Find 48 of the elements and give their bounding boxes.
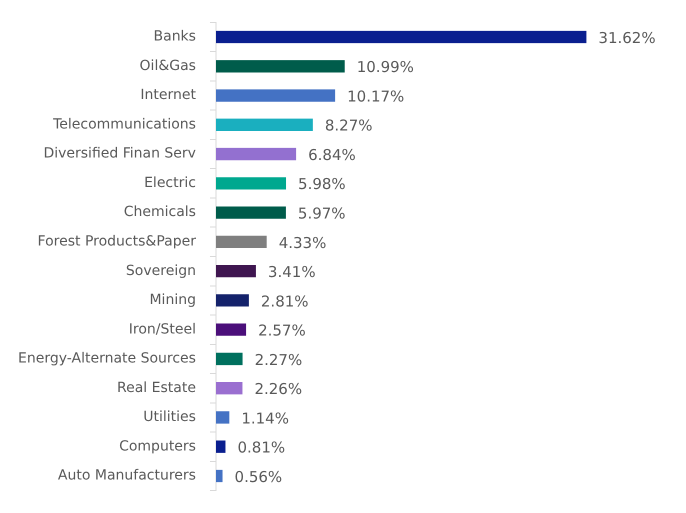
y-tick-label: Banks	[154, 28, 196, 45]
bar	[216, 294, 249, 307]
bar	[216, 30, 586, 44]
bar	[216, 236, 267, 248]
y-tick-label: Internet	[140, 87, 196, 104]
data-label: 2.26%	[254, 380, 302, 398]
y-tick-label: Chemicals	[124, 204, 196, 220]
bar	[216, 382, 242, 394]
data-label: 0.81%	[237, 438, 286, 457]
bar	[216, 118, 313, 131]
y-tick-label: Mining	[149, 292, 196, 308]
data-label: 10.99%	[356, 58, 414, 76]
data-label: 5.97%	[298, 204, 346, 222]
y-tick-label: Forest Products&Paper	[38, 234, 196, 250]
data-label: 5.98%	[298, 175, 346, 194]
data-label: 8.27%	[324, 116, 373, 135]
y-tick-label: Telecommunications	[52, 116, 196, 132]
bar	[216, 177, 286, 190]
data-label: 1.14%	[241, 409, 289, 428]
data-label: 4.33%	[278, 234, 326, 252]
data-label: 31.62%	[598, 28, 656, 47]
y-tick-label: Oil&Gas	[140, 58, 196, 74]
y-tick-label: Sovereign	[126, 262, 196, 279]
bar	[216, 411, 230, 424]
data-label: 2.81%	[260, 292, 309, 310]
bar	[216, 470, 223, 482]
data-label: 0.56%	[234, 468, 282, 486]
bar	[216, 89, 336, 102]
bar	[216, 440, 226, 453]
y-tick-label: Diversified Finan Serv	[43, 146, 196, 162]
y-tick-label: Electric	[144, 174, 196, 191]
y-tick-label: Real Estate	[117, 380, 196, 396]
bar	[216, 60, 345, 72]
bar	[216, 264, 256, 278]
data-label: 2.57%	[258, 322, 306, 340]
y-tick-label: Computers	[119, 438, 196, 454]
bar	[216, 352, 243, 366]
data-label: 6.84%	[308, 146, 356, 164]
bar	[216, 206, 286, 219]
data-label: 3.41%	[268, 263, 316, 282]
y-tick-label: Utilities	[143, 409, 196, 426]
bar	[216, 148, 296, 160]
y-tick-label: Auto Manufacturers	[58, 468, 196, 484]
y-tick-label: Energy-Alternate Sources	[18, 350, 196, 367]
bar	[216, 324, 246, 336]
data-label: 10.17%	[347, 87, 404, 106]
data-label: 2.27%	[254, 350, 302, 369]
y-tick-label: Iron/Steel	[128, 321, 196, 338]
